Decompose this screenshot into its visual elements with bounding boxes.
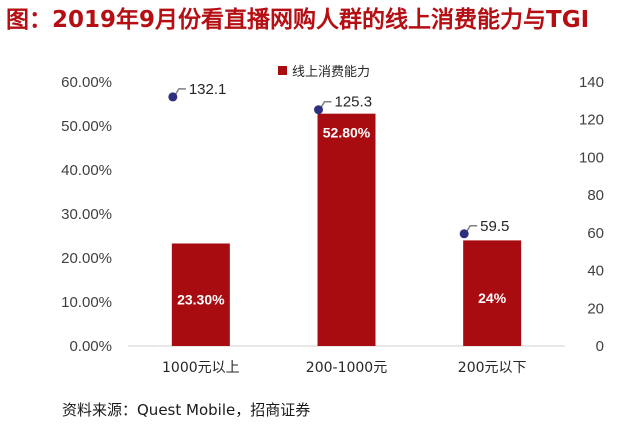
chart-title: 图：2019年9月份看直播网购人群的线上消费能力与TGI: [6, 7, 590, 33]
tgi-leader-line: [175, 88, 186, 95]
tgi-leader-line: [320, 100, 332, 108]
y-left-tick-label: 50.00%: [61, 118, 112, 135]
y-right-tick-label: 0: [596, 338, 604, 355]
tgi-value-label: 132.1: [189, 81, 227, 98]
y-right-tick-label: 40: [587, 263, 604, 280]
tgi-leader-line: [466, 225, 478, 232]
bar-value-label: 52.80%: [323, 125, 371, 141]
x-category-label: 200元以下: [458, 360, 527, 376]
y-right-tick-label: 20: [587, 300, 604, 317]
bar: [463, 240, 522, 346]
tgi-value-label: 125.3: [335, 94, 373, 111]
y-left-tick-label: 30.00%: [61, 206, 112, 223]
tgi-point: [314, 105, 323, 115]
y-right-tick-label: 120: [579, 112, 604, 129]
y-right-tick-label: 140: [579, 74, 604, 91]
tgi-point: [168, 92, 178, 102]
y-left-tick-label: 60.00%: [61, 74, 112, 91]
y-right-tick-label: 100: [579, 149, 604, 166]
legend-label: 线上消费能力: [292, 65, 370, 80]
bar: [171, 243, 230, 346]
bar-value-label: 23.30%: [177, 292, 225, 308]
y-left-tick-label: 20.00%: [61, 250, 112, 267]
tgi-value-label: 59.5: [480, 218, 509, 235]
x-category-label: 1000元以上: [162, 360, 240, 376]
bar-value-label: 24%: [478, 290, 507, 306]
y-left-tick-label: 40.00%: [61, 162, 112, 179]
tgi-point: [459, 229, 469, 239]
y-left-tick-label: 0.00%: [69, 338, 112, 355]
y-right-tick-label: 80: [587, 187, 604, 204]
legend-swatch: [278, 66, 287, 75]
bar: [317, 113, 376, 347]
y-right-tick-label: 60: [587, 225, 604, 242]
y-left-tick-label: 10.00%: [61, 294, 112, 311]
x-category-label: 200-1000元: [306, 360, 387, 376]
source-note: 资料来源：Quest Mobile，招商证券: [62, 401, 311, 419]
